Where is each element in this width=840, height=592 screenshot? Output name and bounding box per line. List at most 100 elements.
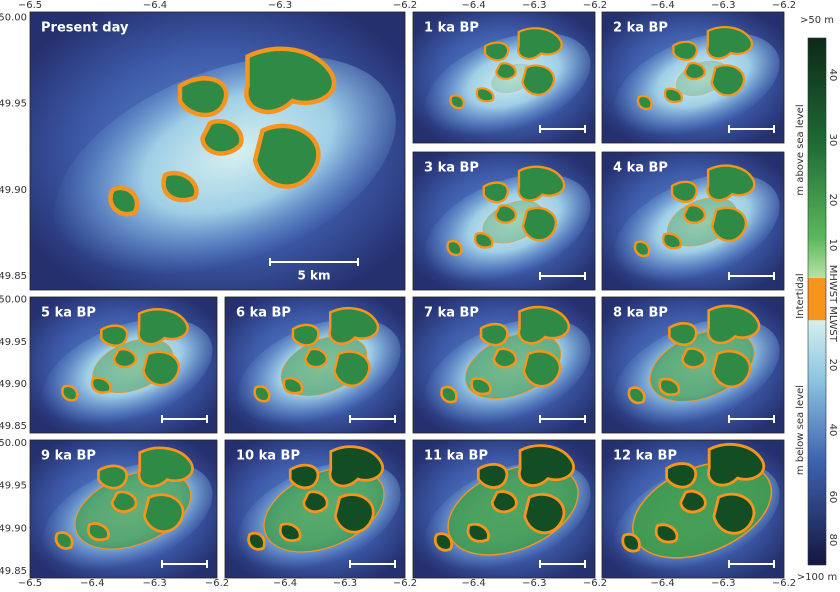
panel-label: 1 ka BP — [424, 21, 479, 36]
x-tick-label: −6.4 — [80, 578, 104, 588]
panel-frame — [29, 11, 406, 291]
islands — [434, 444, 575, 552]
colorbar-tick-label: 30 — [827, 134, 838, 147]
shallow-shelf — [613, 173, 780, 285]
map-panel: 6 ka BP — [225, 297, 405, 433]
island — [90, 376, 112, 394]
map — [613, 26, 780, 138]
map-panel: 3 ka BP — [413, 152, 595, 290]
colorbar — [807, 37, 827, 566]
island — [490, 490, 518, 514]
island — [252, 123, 321, 189]
colorbar-mhwst: MHWST — [827, 265, 838, 304]
island — [672, 40, 699, 61]
y-tick-label: 50.00 — [0, 438, 27, 449]
x-tick-label: −6.2 — [583, 0, 607, 11]
island — [482, 181, 509, 204]
x-tick-label: −6.3 — [711, 0, 735, 11]
x-tick-label: −6.3 — [522, 0, 546, 11]
island — [668, 322, 698, 346]
island — [161, 171, 199, 203]
panel-frame — [601, 151, 785, 291]
island — [302, 490, 329, 514]
colorbar-tick-label: 40 — [827, 69, 838, 82]
island — [710, 64, 746, 97]
x-tick-label: −6.2 — [772, 578, 796, 588]
island — [177, 76, 229, 118]
map-panel: 12 ka BP — [602, 440, 784, 578]
x-tick-label: −6.4 — [462, 578, 486, 588]
panel-label: 3 ka BP — [424, 161, 479, 176]
y-tick-label: 50.00 — [0, 13, 27, 24]
island — [108, 185, 140, 217]
x-tick-label: −6.3 — [143, 578, 167, 588]
panel-label: 4 ka BP — [613, 161, 668, 176]
island — [333, 493, 375, 534]
shallow-shelf — [54, 56, 396, 280]
panel-frame — [601, 296, 785, 434]
island — [665, 462, 698, 489]
shallow-shelf — [424, 173, 591, 285]
island — [627, 386, 646, 405]
map-panel: 1 ka BP — [413, 12, 595, 143]
map-panel: 8 ka BP — [602, 297, 784, 433]
island — [492, 347, 518, 369]
island — [683, 61, 706, 81]
island — [473, 232, 494, 249]
panel-frame — [412, 439, 596, 579]
map-panel: 5 ka BP — [30, 297, 217, 433]
island — [662, 232, 683, 250]
islands — [54, 446, 194, 550]
x-tick-label: −6.3 — [268, 0, 292, 11]
island — [142, 493, 185, 533]
island — [679, 489, 707, 514]
colorbar-intertidal: Intertidal — [795, 273, 806, 318]
scale-bar — [539, 415, 586, 423]
island — [200, 119, 244, 156]
island — [483, 41, 510, 62]
island — [621, 532, 641, 553]
island — [247, 531, 266, 551]
panel-frame — [29, 296, 218, 434]
map — [424, 165, 591, 285]
shallow-shelf — [613, 32, 780, 138]
map — [613, 164, 780, 285]
map — [42, 446, 213, 573]
y-tick-label: 49.85 — [0, 566, 27, 577]
island — [61, 384, 79, 402]
islands — [627, 304, 761, 405]
x-tick-label: −6.4 — [462, 0, 486, 11]
island — [495, 62, 517, 80]
x-tick-label: −6.2 — [583, 578, 607, 588]
map — [236, 306, 401, 428]
x-tick-label: −6.2 — [393, 0, 417, 11]
colorbar-tick-label: 80 — [827, 534, 838, 547]
island — [446, 239, 463, 257]
island — [137, 308, 189, 346]
scale-bar — [539, 272, 586, 280]
map — [424, 27, 591, 138]
x-tick-label: −6.2 — [205, 578, 229, 588]
island — [100, 324, 129, 347]
panel-label: 10 ka BP — [236, 449, 300, 464]
panel-label: 2 ka BP — [613, 21, 668, 36]
map-panel: 4 ka BP — [602, 152, 784, 290]
island — [706, 164, 756, 202]
island — [328, 445, 384, 488]
x-tick-label: −6.4 — [651, 578, 675, 588]
island — [663, 87, 683, 104]
island — [654, 523, 679, 544]
panel-frame — [29, 439, 218, 579]
panel-label: 8 ka BP — [613, 306, 668, 321]
island — [328, 306, 379, 345]
island — [517, 27, 563, 60]
colorbar-below-label: m below sea level — [795, 385, 806, 475]
islands — [636, 26, 753, 110]
x-tick-label: −6.5 — [18, 0, 42, 11]
colorbar-tick-label: 20 — [827, 194, 838, 207]
scale-bar — [728, 415, 775, 423]
island — [681, 347, 707, 369]
x-tick-label: −6.4 — [143, 0, 167, 11]
scale-bar-label: 5 km — [297, 269, 330, 283]
island — [712, 492, 756, 535]
